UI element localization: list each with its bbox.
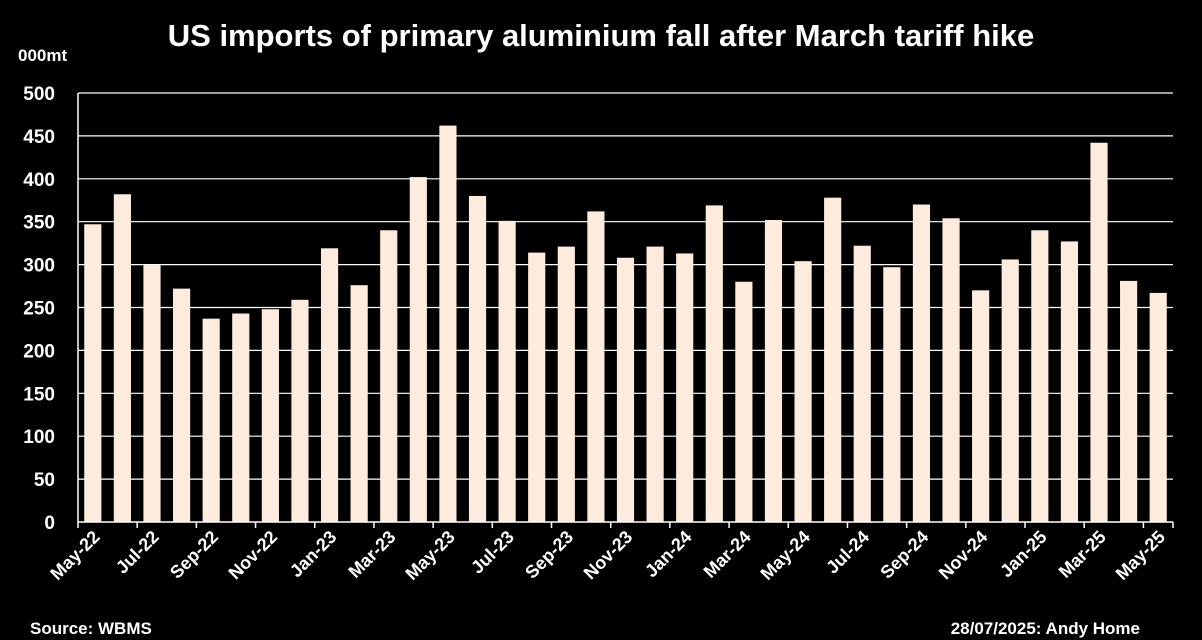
bar — [794, 261, 812, 522]
x-tick-label: Sep-22 — [166, 527, 222, 583]
bar — [1060, 241, 1079, 522]
bar — [1031, 230, 1049, 522]
y-tick-label: 0 — [44, 513, 55, 534]
bar — [498, 220, 516, 523]
bar — [883, 267, 901, 522]
bars — [84, 125, 1167, 523]
y-tick-label: 250 — [23, 299, 55, 320]
x-tick-label: May-22 — [46, 527, 103, 584]
bar — [646, 246, 664, 522]
credit-note: 28/07/2025: Andy Home — [950, 619, 1140, 638]
bar — [350, 285, 368, 522]
bar — [1001, 259, 1019, 522]
bar — [291, 299, 309, 522]
x-tick-label: May-25 — [1112, 527, 1169, 584]
y-tick-label: 200 — [23, 341, 55, 362]
bar — [232, 313, 250, 522]
bar — [912, 204, 931, 523]
x-axis-ticks: May-22 Jul-22 Sep-22 Nov-22 Jan-23 Mar-23 May-… — [46, 522, 1174, 584]
x-tick-label: Sep-24 — [876, 527, 932, 583]
bar — [972, 290, 990, 522]
bar — [528, 252, 546, 522]
bar — [380, 230, 398, 522]
bar — [143, 264, 161, 522]
x-tick-label: Jul-24 — [822, 527, 873, 578]
bar — [853, 245, 871, 522]
bar — [942, 218, 960, 522]
x-tick-label: May-24 — [757, 527, 814, 584]
x-tick-label: Jul-23 — [467, 527, 518, 578]
bar — [1120, 280, 1138, 522]
bar — [409, 177, 427, 523]
bar — [468, 195, 487, 522]
bar — [705, 205, 723, 522]
y-tick-label: 350 — [23, 213, 55, 234]
bar — [261, 309, 279, 522]
x-tick-label: Jan-24 — [641, 527, 695, 581]
axes — [77, 93, 1173, 523]
bar — [1090, 142, 1108, 522]
x-tick-label: Sep-23 — [521, 527, 577, 583]
x-tick-label: Nov-22 — [225, 527, 282, 584]
y-tick-label: 50 — [34, 470, 55, 491]
bar — [1149, 292, 1167, 522]
bar — [824, 197, 842, 522]
x-tick-label: Jul-22 — [112, 527, 163, 578]
x-tick-label: Jan-23 — [286, 527, 340, 581]
y-tick-label: 450 — [23, 127, 55, 148]
bar — [616, 257, 635, 522]
y-tick-label: 300 — [23, 256, 55, 277]
y-axis-ticks: 0 50 100 150 200 250 300 350 400 450 500 — [23, 84, 55, 534]
bar — [557, 246, 575, 522]
x-tick-label: May-23 — [401, 527, 458, 584]
y-axis-unit-label: 000mt — [18, 46, 68, 65]
x-tick-label: Mar-25 — [1055, 527, 1110, 582]
x-tick-label: Nov-24 — [935, 527, 992, 584]
y-tick-label: 500 — [23, 84, 55, 105]
bar — [439, 125, 457, 522]
x-tick-label: Nov-23 — [580, 527, 637, 584]
bar — [676, 253, 694, 523]
chart-title: US imports of primary aluminium fall aft… — [167, 18, 1035, 53]
bar — [202, 318, 220, 522]
bar — [84, 224, 102, 523]
bar — [764, 219, 783, 522]
y-tick-label: 150 — [23, 384, 55, 405]
bar — [320, 248, 339, 522]
x-tick-label: Mar-23 — [344, 527, 399, 582]
source-note: Source: WBMS — [30, 619, 152, 638]
x-tick-label: Mar-24 — [700, 527, 755, 582]
bar — [735, 281, 753, 522]
y-tick-label: 400 — [23, 170, 55, 191]
x-tick-label: Jan-25 — [996, 527, 1050, 581]
y-tick-label: 100 — [23, 427, 55, 448]
bar — [587, 211, 605, 523]
bar — [113, 194, 131, 522]
bar — [172, 288, 191, 522]
